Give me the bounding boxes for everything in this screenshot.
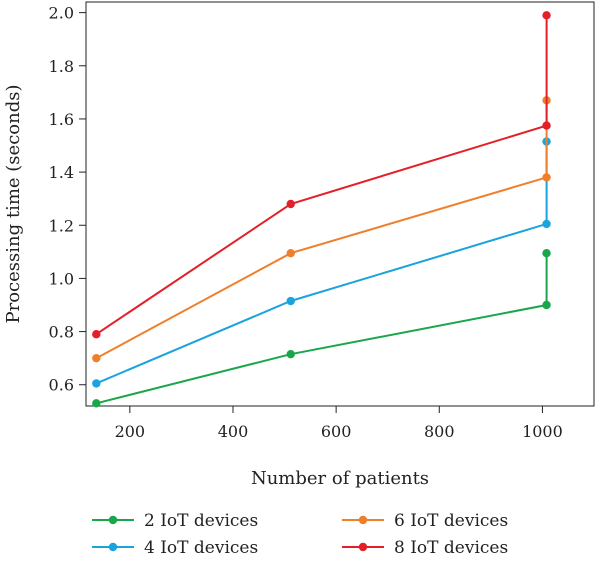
series-3 (92, 96, 551, 363)
legend-item: 8 IoT devices (342, 538, 508, 558)
y-tick-label: 1.2 (49, 216, 74, 235)
data-point (542, 11, 551, 20)
y-tick-label: 2.0 (49, 4, 74, 23)
data-point (542, 219, 551, 229)
series-line (95, 15, 548, 336)
legend-item: 6 IoT devices (342, 511, 508, 531)
data-point (542, 173, 551, 182)
series-2 (92, 137, 551, 388)
data-point (542, 121, 551, 130)
series-line (95, 141, 548, 385)
y-tick-label: 1.4 (49, 163, 74, 182)
y-tick-label: 0.8 (49, 323, 74, 342)
y-tick-label: 0.6 (49, 376, 74, 395)
legend-item: 4 IoT devices (92, 538, 258, 558)
legend-label: 8 IoT devices (394, 538, 508, 558)
data-point (92, 399, 101, 408)
legend-label: 4 IoT devices (144, 538, 258, 558)
y-tick-label: 1.8 (49, 57, 74, 76)
y-tick-label: 1.0 (49, 269, 74, 288)
x-tick-label: 1000 (522, 422, 563, 441)
x-axis-label: Number of patients (251, 468, 429, 489)
series-line (95, 100, 548, 360)
y-axis: 0.6 0.8 1.0 1.2 1.4 1.6 1.8 2.0 (49, 4, 86, 395)
data-point (92, 353, 101, 363)
x-tick-label: 800 (424, 422, 455, 441)
legend-swatch-marker (358, 542, 368, 552)
legend-swatch-marker (108, 515, 118, 525)
x-tick-label: 600 (321, 422, 352, 441)
legend-label: 6 IoT devices (394, 511, 508, 531)
y-tick-label: 1.6 (49, 110, 74, 129)
data-point (286, 248, 295, 258)
data-point (286, 296, 295, 306)
x-tick-label: 200 (115, 422, 146, 441)
legend-item: 2 IoT devices (92, 511, 258, 531)
data-point (542, 300, 551, 310)
data-point (92, 379, 101, 388)
series-layer (92, 11, 551, 408)
data-point (542, 248, 551, 258)
x-axis: 200 400 600 800 1000 (115, 406, 563, 441)
legend-label: 2 IoT devices (144, 511, 258, 531)
legend: 2 IoT devices 4 IoT devices 6 IoT devices 8… (92, 511, 508, 558)
data-point (286, 199, 295, 209)
y-axis-label: Processing time (seconds) (3, 85, 24, 324)
data-point (286, 349, 295, 359)
legend-swatch-marker (108, 542, 118, 552)
data-point (92, 330, 101, 339)
legend-swatch-marker (358, 515, 368, 525)
series-4 (92, 11, 551, 339)
x-tick-label: 400 (218, 422, 249, 441)
series-line (96, 253, 548, 405)
series-1 (92, 248, 551, 408)
plot-frame (85, 1, 595, 407)
